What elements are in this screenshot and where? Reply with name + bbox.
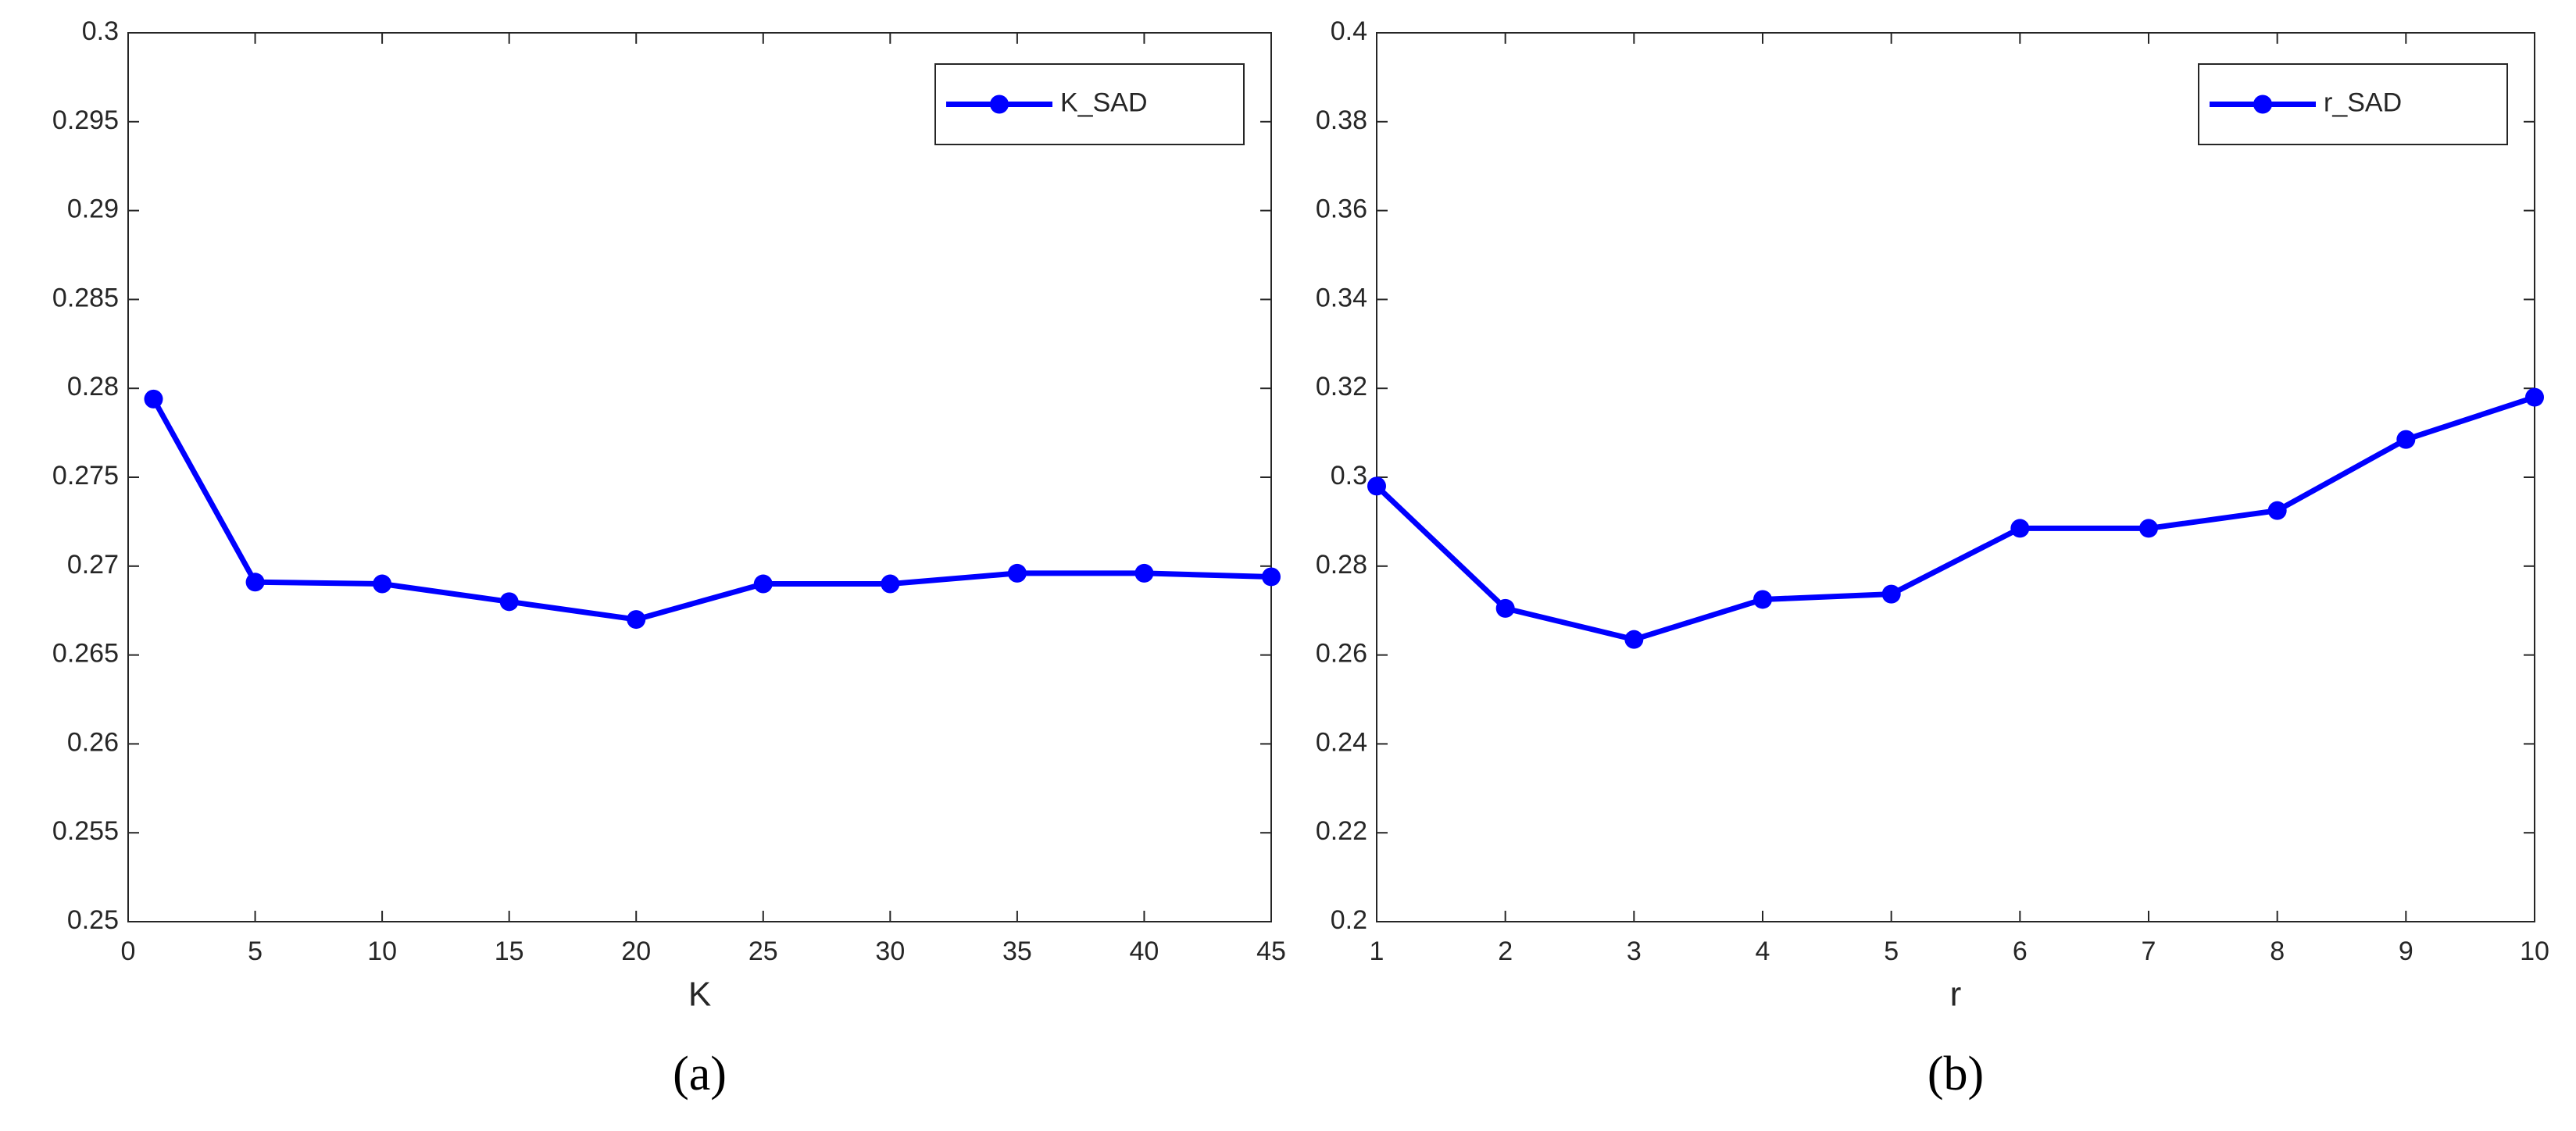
data-point (1367, 476, 1386, 496)
y-tick-label: 0.3 (1331, 461, 1367, 491)
x-tick-label: 1 (1370, 937, 1384, 966)
data-point (245, 573, 265, 592)
legend-marker (990, 95, 1009, 114)
data-line (151, 398, 1272, 623)
legend-label: r_SAD (2324, 87, 2402, 117)
x-tick-label: 7 (2142, 937, 2156, 966)
data-point (2010, 519, 2030, 538)
y-tick-label: 0.32 (1316, 372, 1367, 401)
y-tick-label: 0.22 (1316, 816, 1367, 846)
y-tick-label: 0.285 (52, 283, 119, 312)
y-tick-label: 0.2 (1331, 905, 1367, 935)
y-tick-label: 0.275 (52, 461, 119, 491)
x-tick-label: 6 (2013, 937, 2028, 966)
x-tick-label: 30 (875, 937, 905, 966)
y-tick-label: 0.27 (67, 550, 119, 580)
x-tick-label: 45 (1256, 937, 1286, 966)
data-line (1374, 394, 2536, 643)
data-point (2525, 387, 2544, 407)
data-point (499, 592, 519, 612)
caption: (b) (1928, 1047, 1984, 1101)
data-point (1007, 563, 1027, 583)
data-point (881, 574, 900, 594)
data-point (1262, 567, 1281, 587)
plot-area (127, 32, 1272, 922)
x-tick-label: 35 (1002, 937, 1032, 966)
y-tick-label: 0.34 (1316, 283, 1367, 312)
y-tick-label: 0.3 (82, 16, 119, 46)
legend-label: K_SAD (1060, 87, 1148, 117)
x-tick-label: 25 (749, 937, 778, 966)
y-tick-label: 0.38 (1316, 105, 1367, 135)
x-axis-label: r (1950, 976, 1962, 1014)
data-point (753, 574, 773, 594)
data-point (2139, 519, 2158, 538)
data-point (1495, 598, 1515, 618)
data-point (373, 574, 392, 594)
data-point (2267, 501, 2287, 520)
y-tick-label: 0.265 (52, 639, 119, 669)
x-tick-label: 2 (1498, 937, 1513, 966)
y-tick-label: 0.28 (1316, 550, 1367, 580)
x-axis-label: K (688, 976, 711, 1014)
data-point (627, 610, 646, 630)
x-tick-label: 10 (2520, 937, 2549, 966)
data-point (1624, 630, 1644, 649)
y-tick-label: 0.25 (67, 905, 119, 935)
y-tick-label: 0.26 (67, 727, 119, 757)
x-tick-label: 40 (1130, 937, 1159, 966)
data-point (2396, 430, 2416, 449)
legend-marker (2253, 95, 2272, 114)
y-tick-label: 0.36 (1316, 194, 1367, 224)
data-point (1881, 584, 1901, 604)
y-tick-label: 0.255 (52, 816, 119, 846)
y-tick-label: 0.29 (67, 194, 119, 224)
y-tick-label: 0.295 (52, 105, 119, 135)
data-point (144, 389, 163, 409)
data-point (1753, 590, 1772, 609)
y-tick-label: 0.28 (67, 372, 119, 401)
x-tick-label: 5 (1884, 937, 1899, 966)
x-tick-label: 15 (495, 937, 524, 966)
y-tick-label: 0.26 (1316, 639, 1367, 669)
x-tick-label: 10 (367, 937, 397, 966)
y-tick-label: 0.4 (1331, 16, 1367, 46)
x-tick-label: 3 (1627, 937, 1642, 966)
x-tick-label: 9 (2399, 937, 2413, 966)
x-tick-label: 8 (2270, 937, 2285, 966)
y-tick-label: 0.24 (1316, 727, 1367, 757)
caption: (a) (673, 1047, 727, 1101)
x-tick-label: 20 (621, 937, 651, 966)
x-tick-label: 4 (1756, 937, 1770, 966)
x-tick-label: 0 (121, 937, 136, 966)
plot-area (1376, 32, 2535, 922)
data-point (1134, 563, 1154, 583)
x-tick-label: 5 (248, 937, 263, 966)
